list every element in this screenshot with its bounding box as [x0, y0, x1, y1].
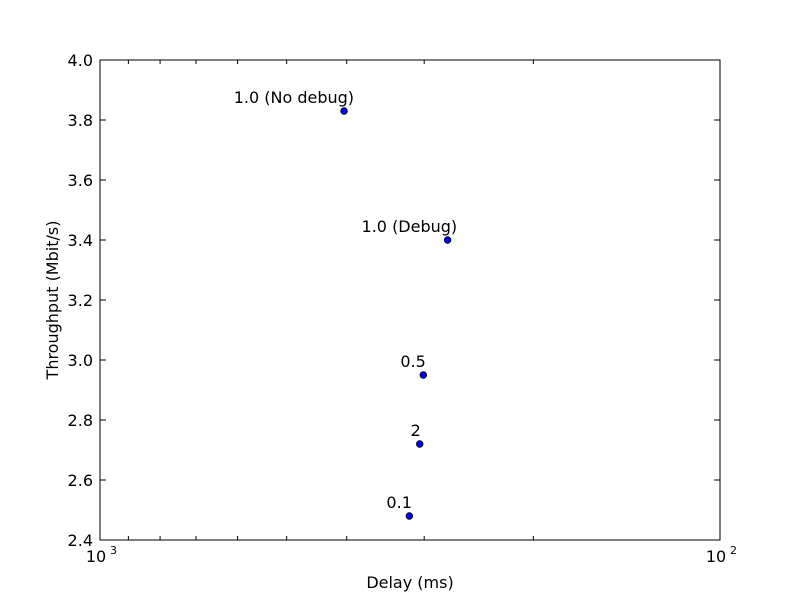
y-tick-label: 3.4 [68, 231, 93, 250]
y-axis-label: Throughput (Mbit/s) [43, 221, 62, 381]
data-point [419, 371, 427, 379]
point-label: 0.1 [386, 493, 411, 512]
y-tick-label: 3.8 [68, 111, 93, 130]
point-label: 1.0 (No debug) [234, 88, 354, 107]
y-tick-label: 3.6 [68, 171, 93, 190]
y-tick-label: 4.0 [68, 51, 93, 70]
data-point [443, 236, 452, 244]
x-tick-exponent: 2 [730, 544, 737, 557]
point-label: 0.5 [400, 352, 425, 371]
x-axis-label: Delay (ms) [366, 573, 453, 592]
y-tick-label: 3.2 [68, 291, 93, 310]
y-tick-label: 2.4 [68, 531, 93, 550]
x-tick-label: 10 [706, 547, 726, 566]
y-tick-label: 3.0 [68, 351, 93, 370]
data-point [405, 512, 414, 520]
point-label: 1.0 (Debug) [362, 217, 458, 236]
data-point [340, 107, 348, 115]
x-tick-label: 10 [86, 547, 106, 566]
plot-frame [99, 59, 721, 541]
points-layer [340, 107, 452, 520]
labels-layer: 1.0 (No debug) 1.0 (Debug) 0.5 2 0.1 [234, 88, 457, 512]
ticks-layer: 2.4 2.6 2.8 3.0 3.2 3.4 3.6 3.8 4.0 10 3 10 2 [68, 51, 737, 566]
y-tick-label: 2.8 [68, 411, 93, 430]
x-tick-exponent: 3 [110, 544, 117, 557]
y-tick-label: 2.6 [68, 471, 93, 490]
point-label: 2 [411, 421, 421, 440]
data-point [416, 440, 424, 448]
